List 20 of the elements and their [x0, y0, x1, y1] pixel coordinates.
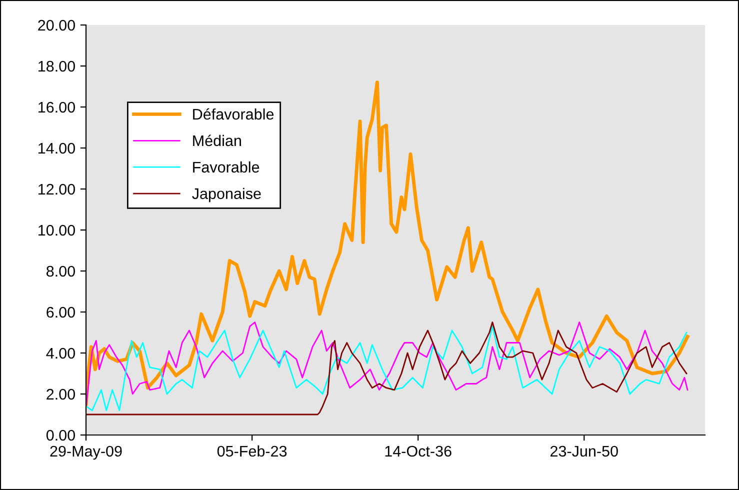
legend-label: Favorable [193, 161, 260, 173]
y-tick-label: 8.00 [46, 266, 75, 277]
x-tick-label: 05-Feb-23 [217, 445, 287, 457]
y-tick-label: 4.00 [46, 348, 75, 359]
y-tick-label: 20.00 [38, 20, 75, 31]
y-tick-label: 2.00 [46, 388, 75, 400]
x-tick-label: 23-Jun-50 [550, 446, 618, 457]
legend-label: Japonaise [192, 188, 261, 202]
y-tick-label: 0.00 [46, 430, 75, 441]
y-tick-label: 10.00 [38, 224, 75, 236]
y-tick-label: 12.00 [38, 184, 75, 195]
y-tick-label: 18.00 [38, 60, 75, 72]
y-tick-label: 16.00 [38, 102, 75, 113]
legend-label: Médian [193, 134, 241, 146]
y-tick-label: 14.00 [38, 142, 75, 154]
x-tick-label: 14-Oct-36 [385, 446, 452, 457]
y-tick-label: 6.00 [46, 306, 75, 318]
line-series [86, 80, 690, 406]
legend-label: Défavorable [193, 108, 274, 120]
x-tick-label: 29-May-09 [50, 446, 122, 460]
